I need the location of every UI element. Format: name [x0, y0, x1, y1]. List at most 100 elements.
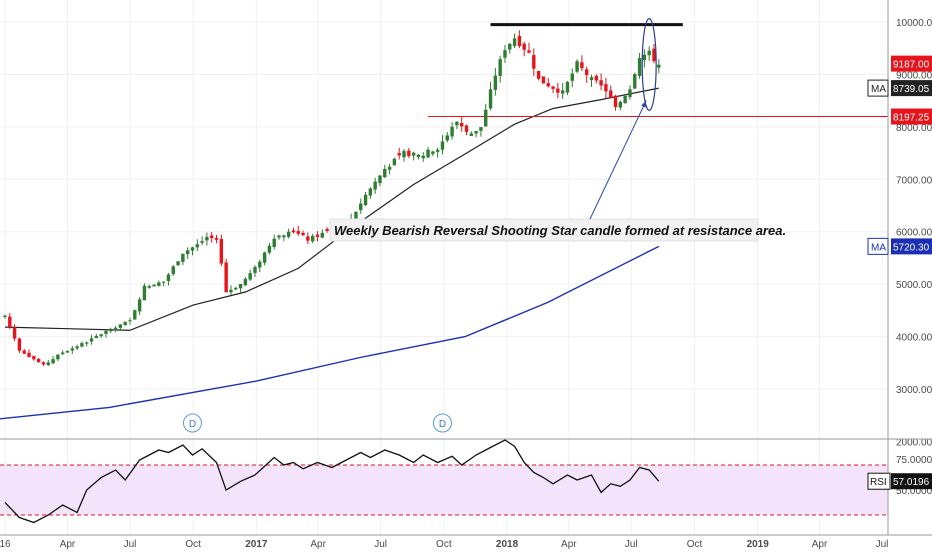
- ma-slow-line: [0, 245, 660, 420]
- candle-body: [522, 43, 526, 50]
- candle-body: [498, 59, 502, 76]
- candle-body: [445, 135, 449, 141]
- candle-body: [46, 362, 50, 365]
- candle-body: [80, 343, 84, 347]
- candle-body: [113, 327, 118, 329]
- candle-body: [17, 338, 22, 351]
- candle-body: [493, 75, 498, 90]
- candle-body: [633, 74, 637, 89]
- candle-body: [560, 90, 565, 94]
- ma-slow-tag-box: [867, 237, 889, 255]
- candle-body: [474, 131, 478, 134]
- candle-body: [431, 151, 435, 154]
- candle-body: [503, 50, 507, 58]
- dividend-marker-label: D: [189, 419, 196, 430]
- candle-body: [238, 284, 243, 289]
- rsi-tag-box: [867, 472, 891, 490]
- y-tick-label: 4000.00: [896, 333, 932, 344]
- candle-body: [589, 77, 594, 80]
- candle-body: [205, 236, 209, 241]
- candle-body: [368, 188, 373, 196]
- x-tick-label: 2018: [496, 539, 519, 550]
- candle-body: [291, 230, 296, 233]
- candle-body: [60, 352, 65, 355]
- x-tick-label: 2017: [245, 539, 268, 550]
- ma-slow-value: 5720.30: [893, 242, 930, 253]
- y-tick-label: 2000.00: [896, 437, 932, 448]
- x-tick-label: Apr: [812, 539, 828, 550]
- candle-body: [248, 273, 252, 280]
- candle-body: [89, 338, 94, 342]
- candle-body: [320, 232, 324, 238]
- candle-body: [455, 121, 459, 126]
- candle-body: [56, 354, 60, 360]
- candle-body: [407, 150, 411, 157]
- support-price-label: 8197.25: [893, 113, 930, 124]
- support-price-label-box: [891, 108, 932, 125]
- candle-body: [262, 252, 267, 263]
- ma-slow-tag: MA: [871, 242, 886, 253]
- candle-body: [171, 266, 175, 275]
- y-tick-label: 8000.00: [896, 123, 932, 134]
- candle-body: [411, 152, 416, 156]
- candle-body: [94, 335, 99, 339]
- candle-body: [51, 359, 55, 364]
- candle-body: [628, 89, 632, 97]
- candle-body: [65, 350, 70, 353]
- rsi-value-box: [891, 473, 932, 490]
- candle-body: [99, 334, 103, 337]
- candle-body: [450, 126, 454, 137]
- candle-body: [647, 50, 651, 56]
- candle-body: [258, 261, 262, 268]
- x-tick-label: Oct: [436, 539, 452, 550]
- rsi-tag: RSI: [870, 477, 887, 488]
- candle-body: [210, 235, 214, 239]
- candle-body: [253, 267, 257, 273]
- candle-body: [373, 181, 377, 190]
- candle-body: [488, 89, 493, 109]
- candle-body: [392, 158, 397, 166]
- candle-body: [176, 261, 180, 266]
- candle-body: [157, 282, 161, 286]
- x-tick-label: Apr: [60, 539, 76, 550]
- candle-body: [459, 122, 464, 127]
- candle-body: [22, 350, 26, 354]
- candle-body: [618, 101, 623, 108]
- rsi-band-layer: [0, 464, 888, 516]
- candle-body: [152, 284, 156, 287]
- candle-body: [32, 356, 36, 360]
- candle-body: [75, 346, 79, 349]
- ma-fast-tag-box: [867, 79, 889, 97]
- y-tick-label: 10000.00: [896, 18, 932, 29]
- candle-body: [133, 310, 137, 320]
- rsi-line: [4, 439, 660, 524]
- candle-body: [642, 54, 647, 61]
- candle-body: [166, 274, 171, 281]
- candle-body: [181, 253, 185, 262]
- y-tick-label: 6000.00: [896, 228, 932, 239]
- ma-fast-value-box: [891, 80, 932, 97]
- candle-body: [464, 125, 469, 132]
- candle-body: [594, 75, 599, 81]
- annotation-arrowhead: [641, 100, 647, 108]
- x-tick-label: Jul: [124, 539, 137, 550]
- candle-body: [229, 289, 233, 293]
- candle-body: [70, 348, 75, 351]
- candle-body: [652, 48, 656, 62]
- y-tick-label: 9000.00: [896, 70, 932, 81]
- candle-body: [363, 194, 368, 206]
- x-tick-label: 2019: [747, 539, 770, 550]
- candle-body: [3, 315, 7, 318]
- candle-body: [551, 86, 555, 89]
- grid-layer: [0, 0, 888, 535]
- candle-body: [402, 151, 406, 158]
- candle-body: [185, 250, 190, 255]
- candle-body: [426, 149, 430, 158]
- ma-slow-value-box: [891, 238, 932, 255]
- candle-body: [378, 175, 382, 184]
- annotation-text: Weekly Bearish Reversal Shooting Star ca…: [334, 223, 786, 238]
- candle-body: [85, 342, 89, 344]
- annotation-arrow: [589, 100, 647, 220]
- candle-body: [214, 237, 219, 240]
